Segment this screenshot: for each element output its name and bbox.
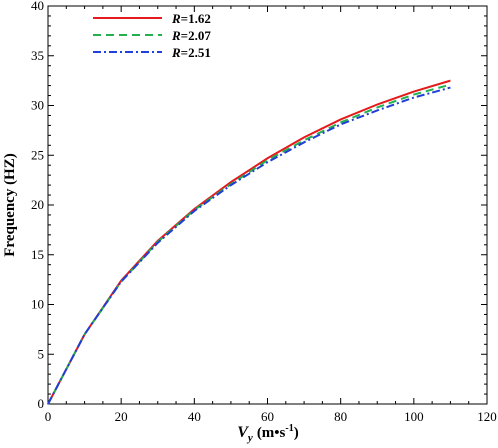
x-tick-label: 100: [404, 409, 424, 424]
x-tick-label: 60: [261, 409, 274, 424]
legend-label-variable: R: [171, 11, 181, 26]
y-tick-label: 5: [38, 346, 45, 361]
legend-label-3: R=2.51: [171, 45, 211, 60]
legend-label-value: =1.62: [181, 11, 211, 26]
x-tick-label: 40: [188, 409, 201, 424]
legend-label-variable: R: [171, 45, 181, 60]
y-tick-label: 10: [31, 297, 44, 312]
y-tick-label: 0: [38, 396, 45, 411]
plot-area: 0 20 40 60 80 100 1200510152025303540R=1.62R=2…: [31, 0, 497, 424]
x-axis-title: Vy (m•s-1): [237, 423, 299, 444]
x-tick-label: 120: [477, 409, 497, 424]
y-tick-label: 30: [31, 98, 44, 113]
x-tick-label: 0: [45, 409, 52, 424]
y-tick-label: 40: [31, 0, 44, 13]
series-line-3: [47, 86, 451, 405]
x-axis-title-close: ): [294, 425, 299, 441]
series-line-2: [47, 83, 451, 405]
legend-label-value: =2.07: [181, 28, 212, 43]
plot-frame: [47, 5, 488, 405]
y-tick-label: 20: [31, 197, 44, 212]
x-axis-title-subscript: y: [246, 432, 253, 444]
y-axis-title: Frequency (HZ): [2, 153, 18, 256]
legend-label-value: =2.51: [181, 45, 211, 60]
legend-label-2: R=2.07: [171, 28, 211, 43]
x-axis-title-superscript: -1: [285, 423, 293, 434]
legend-label-variable: R: [171, 28, 181, 43]
y-tick-label: 25: [31, 147, 44, 162]
series-line-1: [47, 79, 451, 405]
y-tick-label: 35: [31, 48, 44, 63]
y-tick-label: 15: [31, 247, 44, 262]
x-axis-title-unit: (m•s: [257, 425, 286, 441]
x-tick-label: 20: [115, 409, 128, 424]
legend-label-1: R=1.62: [171, 11, 211, 26]
x-tick-label: 80: [334, 409, 347, 424]
x-axis-title-symbol: V: [237, 424, 249, 441]
